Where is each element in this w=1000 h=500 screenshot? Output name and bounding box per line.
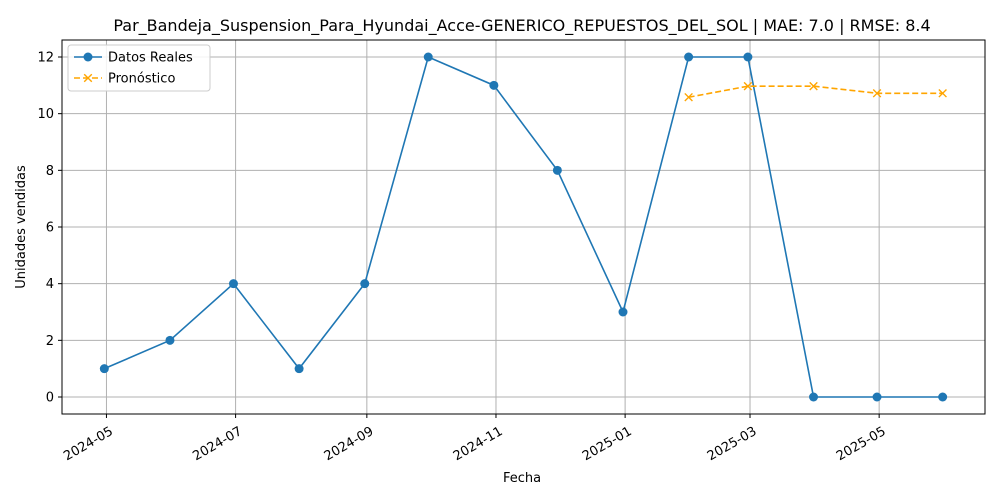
data-point [360,279,370,289]
y-tick-label: 0 [46,391,54,406]
series-line [688,85,943,99]
x-tick-label: 2025-03 [705,424,760,464]
legend-label: Pronóstico [108,72,175,87]
legend-item: Datos Reales [74,51,193,66]
series-line [104,55,943,398]
y-tick-label: 10 [37,107,54,122]
data-point [618,307,628,317]
x-tick-label: 2024-07 [190,424,245,464]
grid-lines [62,40,985,414]
data-point [489,80,499,90]
legend-item: Pronóstico [74,72,175,87]
x-tick-label: 2025-05 [834,424,889,464]
y-tick-label: 8 [46,164,54,179]
chart-title: Par_Bandeja_Suspension_Para_Hyundai_Acce… [113,16,930,36]
data-point [684,92,693,102]
x-tick-label: 2025-01 [580,424,635,464]
series-datos-reales [99,52,948,402]
data-point [809,392,819,402]
data-point [872,392,882,402]
x-tick-label: 2024-05 [61,424,116,464]
x-tick-label: 2024-11 [451,424,506,464]
y-tick-label: 2 [46,334,54,349]
legend-marker [83,73,93,83]
data-point [552,165,562,175]
legend-marker [83,52,93,62]
data-point [938,392,948,402]
data-point [228,279,238,289]
data-point [809,81,818,91]
y-tick-label: 6 [46,221,54,236]
y-axis-label: Unidades vendidas [14,165,29,289]
data-point [872,88,882,98]
y-axis-ticks: 0 2 4 6 8 10 12 [37,51,62,406]
legend-label: Datos Reales [108,51,193,66]
series-pronostico [684,81,947,102]
data-point [743,52,753,62]
legend: Datos Reales Pronóstico [67,44,211,92]
data-point [99,364,109,374]
series-layer [99,52,948,402]
data-point [938,88,947,98]
y-tick-label: 4 [46,277,54,292]
data-point [294,364,304,374]
x-axis-ticks: 2024-05 2024-07 2024-09 2024-11 2025-01 2025-… [61,414,889,464]
x-tick-label: 2024-09 [322,424,377,464]
data-point [423,52,433,62]
data-point [684,52,694,62]
data-point [165,335,175,345]
legend-box [67,44,211,92]
y-tick-label: 12 [37,51,54,66]
data-point [743,81,753,91]
x-axis-label: Fecha [503,471,541,486]
